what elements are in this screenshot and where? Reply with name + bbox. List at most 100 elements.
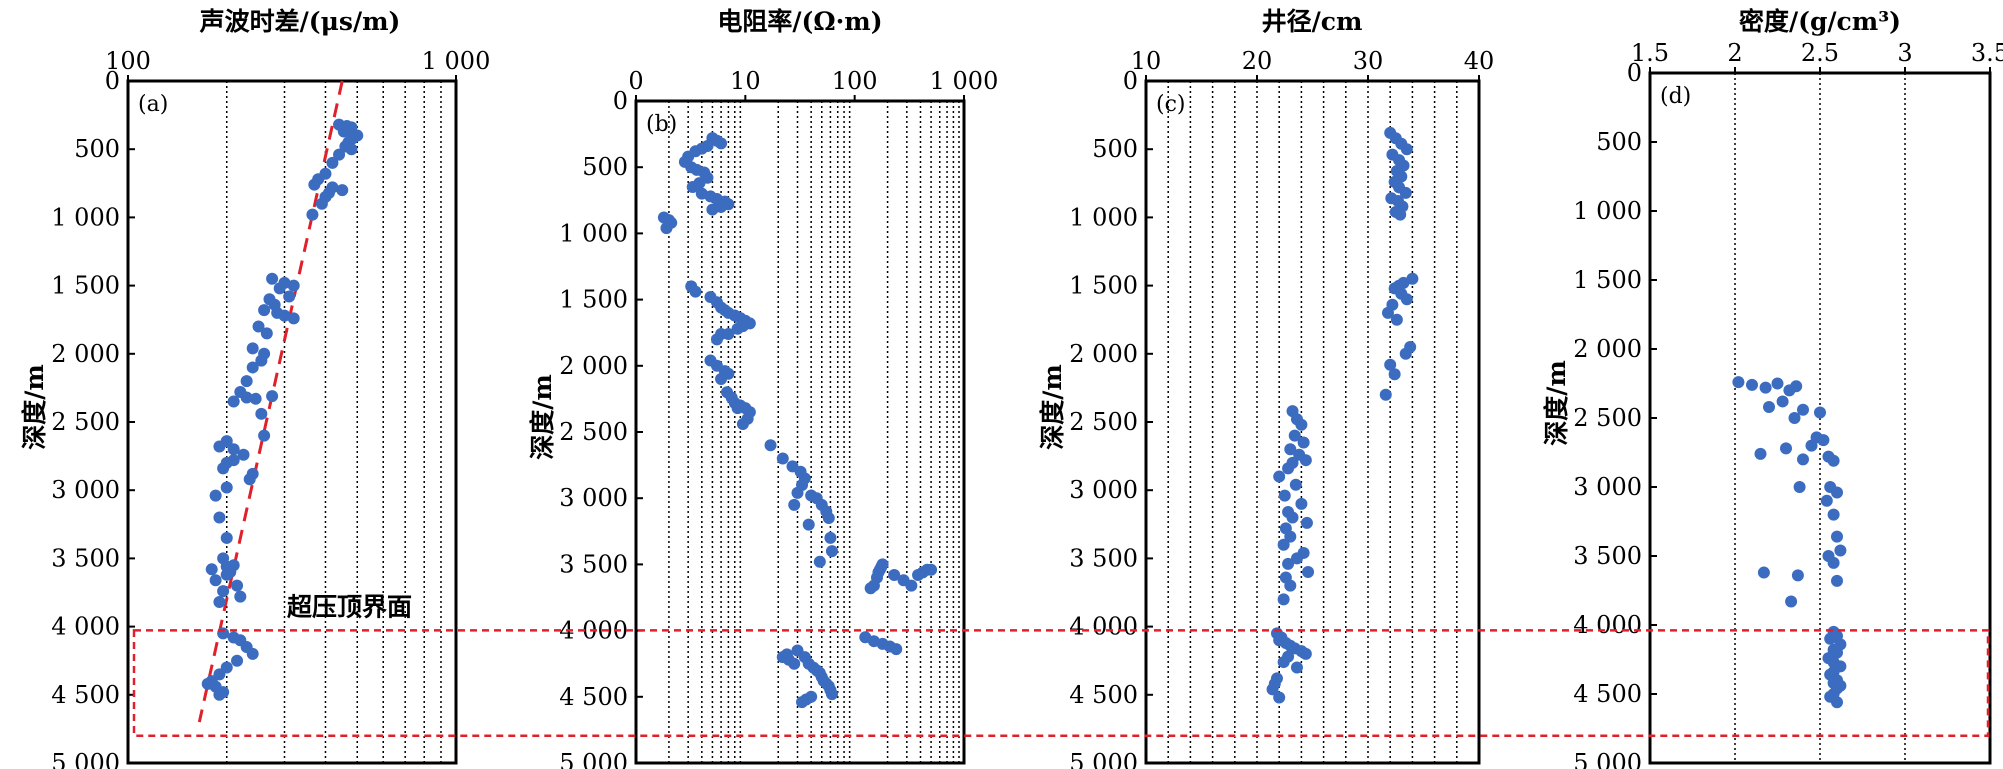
data-point <box>1273 691 1286 704</box>
data-point <box>1824 481 1837 493</box>
y-tick-label: 1 500 <box>1573 266 1642 294</box>
overpressure-overlay: 超压顶界面 <box>132 592 1990 737</box>
data-point <box>1290 552 1303 565</box>
x-axis-title: 声波时差/(μs/m) <box>200 7 401 36</box>
data-point <box>1817 434 1830 447</box>
data-point <box>1300 516 1313 529</box>
panel-label: (b) <box>646 112 677 137</box>
data-point <box>1771 377 1784 390</box>
data-point <box>246 647 259 660</box>
data-point <box>1785 595 1798 608</box>
data-point <box>1797 453 1809 466</box>
data-point <box>689 285 702 298</box>
data-point <box>1288 429 1301 442</box>
data-point <box>1295 418 1308 431</box>
data-point <box>246 342 259 355</box>
y-tick-label: 500 <box>74 135 120 163</box>
overpressure-top-box <box>132 629 1990 737</box>
y-tick-label: 4 500 <box>1573 680 1642 708</box>
data-point <box>788 498 801 511</box>
y-tick-label: 4 500 <box>1069 681 1138 709</box>
data-point <box>1302 566 1315 579</box>
data-point <box>213 596 226 609</box>
data-point <box>209 489 222 502</box>
data-point <box>315 197 328 210</box>
y-axis-title: 深度/m <box>1038 364 1067 450</box>
data-point <box>764 439 777 452</box>
data-point <box>345 143 358 156</box>
data-point <box>205 563 218 576</box>
data-point <box>1780 442 1792 455</box>
y-tick-label: 500 <box>1596 128 1642 156</box>
y-tick-label: 1 000 <box>559 219 628 247</box>
data-point <box>796 696 809 709</box>
x-axis-title: 井径/cm <box>1262 7 1363 36</box>
y-axis-title: 深度/m <box>1542 360 1571 446</box>
data-point <box>791 486 804 499</box>
y-tick-label: 3 500 <box>1573 542 1642 570</box>
y-tick-label: 3 000 <box>1069 476 1138 504</box>
y-tick-label: 2 000 <box>559 352 628 380</box>
x-tick-label: 2 <box>1727 39 1742 67</box>
panel-c-caliper: 10 20 30 40 0 500 1 000 1 500 2 000 2 500 3 000 3 5… <box>1038 7 1494 769</box>
y-tick-label: 2 500 <box>1069 408 1138 436</box>
data-point <box>255 407 268 420</box>
data-point <box>217 462 230 475</box>
data-point <box>283 290 296 303</box>
data-point <box>337 125 350 138</box>
y-tick-label: 1 500 <box>559 286 628 314</box>
panel-b-resistivity: 0 10 100 1 000 0 500 1 000 1 500 2 000 2 500 3 000… <box>528 7 998 769</box>
y-tick-label: 3 000 <box>559 484 628 512</box>
data-point <box>715 373 728 386</box>
data-point <box>824 531 837 544</box>
data-point <box>1793 481 1806 493</box>
data-point <box>1388 368 1401 381</box>
data-point <box>1277 538 1290 551</box>
data-point <box>1277 656 1290 669</box>
data-point <box>736 418 749 431</box>
data-point <box>1831 696 1843 709</box>
data-point <box>1295 497 1308 510</box>
data-point <box>213 440 226 453</box>
data-point <box>825 688 838 701</box>
data-point <box>925 563 938 576</box>
data-point <box>209 574 222 587</box>
y-tick-label: 1 000 <box>1069 203 1138 231</box>
data-point <box>1284 530 1297 543</box>
y-tick-label: 0 <box>613 87 628 115</box>
x-tick-label: 100 <box>105 47 151 75</box>
data-point <box>258 304 271 317</box>
data-point <box>1763 400 1775 413</box>
panel-label: (a) <box>138 92 168 117</box>
data-point <box>1814 406 1826 419</box>
data-point <box>710 333 723 346</box>
data-point <box>1831 530 1843 543</box>
y-tick-label: 4 000 <box>1573 611 1642 639</box>
data-point <box>1732 376 1745 389</box>
data-point <box>213 511 226 524</box>
data-point <box>246 361 259 374</box>
y-tick-label: 2 500 <box>51 408 120 436</box>
data-point <box>1278 489 1291 502</box>
data-point <box>287 312 300 325</box>
y-tick-label: 5 000 <box>1573 749 1642 769</box>
data-point <box>1286 511 1299 524</box>
y-tick-label: 3 500 <box>51 544 120 572</box>
data-point <box>1390 313 1403 326</box>
data-point <box>220 531 233 544</box>
data-point <box>876 558 889 571</box>
y-tick-label: 1 500 <box>1069 272 1138 300</box>
y-tick-label: 2 000 <box>1573 335 1642 363</box>
panel-label: (d) <box>1660 84 1691 109</box>
data-point <box>1400 143 1413 156</box>
data-point <box>905 579 918 592</box>
data-point <box>249 392 262 405</box>
data-point <box>1797 403 1809 416</box>
data-point <box>1820 494 1833 507</box>
data-point <box>278 309 291 322</box>
data-point <box>252 320 265 333</box>
data-point <box>1290 661 1303 674</box>
data-point <box>1790 380 1803 393</box>
data-point <box>1824 632 1837 645</box>
data-point <box>1831 646 1843 659</box>
